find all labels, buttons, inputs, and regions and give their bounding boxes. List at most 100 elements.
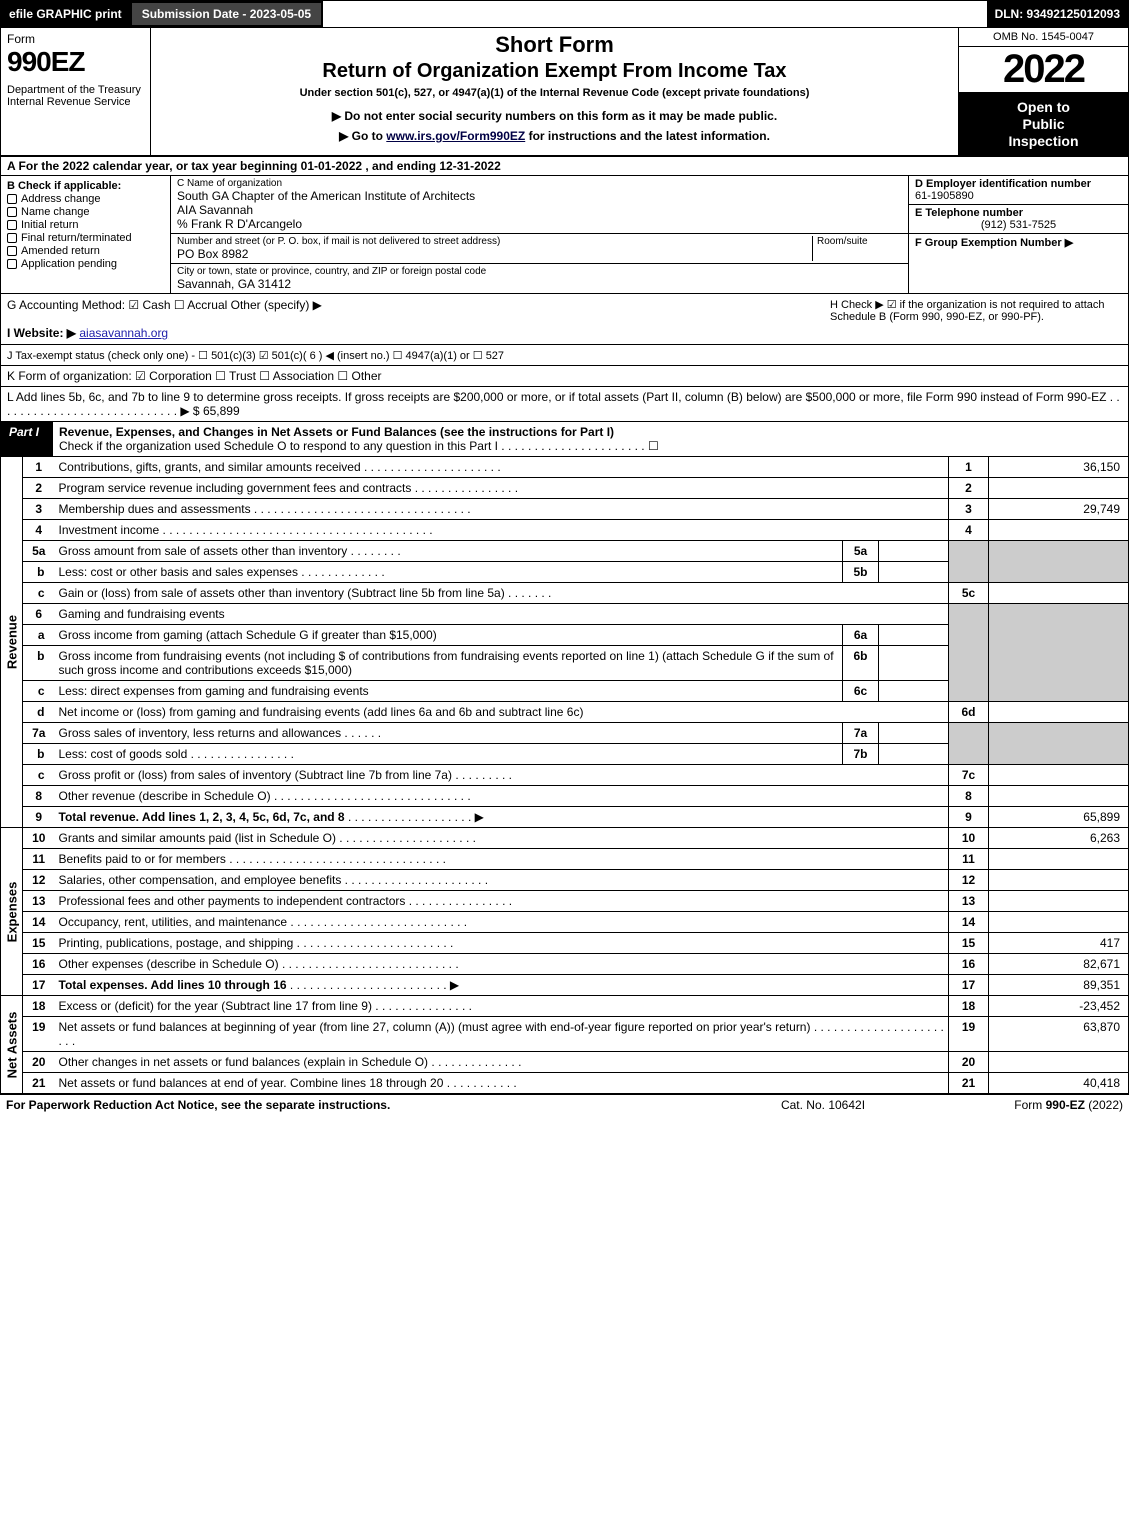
col-b-checkboxes: B Check if applicable: Address change Na… (1, 176, 171, 293)
line-value: 63,870 (989, 1017, 1129, 1052)
line-5a: 5aGross amount from sale of assets other… (23, 541, 1129, 562)
row-ghi: G Accounting Method: ☑ Cash ☐ Accrual Ot… (0, 294, 1129, 345)
chk-amended-return[interactable]: Amended return (7, 245, 164, 257)
line-6d: dNet income or (loss) from gaming and fu… (23, 702, 1129, 723)
omb-number: OMB No. 1545-0047 (959, 28, 1128, 47)
line-value (989, 1052, 1129, 1073)
chk-application-pending[interactable]: Application pending (7, 258, 164, 270)
org-address: PO Box 8982 (177, 247, 812, 261)
ssn-warning: ▶ Do not enter social security numbers o… (159, 109, 950, 123)
line-value (989, 583, 1129, 604)
ghi-left: G Accounting Method: ☑ Cash ☐ Accrual Ot… (7, 298, 822, 340)
line-desc: Less: cost of goods sold (59, 747, 188, 761)
line-3: 3Membership dues and assessments . . . .… (23, 499, 1129, 520)
chk-final-return[interactable]: Final return/terminated (7, 232, 164, 244)
tax-year: 2022 (959, 47, 1128, 93)
chk-name-change[interactable]: Name change (7, 206, 164, 218)
addr-label: Number and street (or P. O. box, if mail… (177, 236, 812, 247)
page-footer: For Paperwork Reduction Act Notice, see … (0, 1094, 1129, 1115)
line-desc: Program service revenue including govern… (59, 481, 412, 495)
line-value: 29,749 (989, 499, 1129, 520)
line-13: 13Professional fees and other payments t… (23, 891, 1129, 912)
j-text: J Tax-exempt status (check only one) - ☐… (7, 350, 504, 362)
h-schedule-b: H Check ▶ ☑ if the organization is not r… (822, 298, 1122, 340)
line-desc: Gross sales of inventory, less returns a… (59, 726, 342, 740)
efile-label[interactable]: efile GRAPHIC print (1, 1, 130, 27)
line-desc: Other revenue (describe in Schedule O) (59, 789, 271, 803)
short-form-title: Short Form (159, 32, 950, 58)
top-bar: efile GRAPHIC print Submission Date - 20… (0, 0, 1129, 28)
form-title: Return of Organization Exempt From Incom… (159, 60, 950, 83)
chk-label: Name change (21, 206, 90, 218)
chk-label: Application pending (21, 258, 117, 270)
org-info-block: B Check if applicable: Address change Na… (0, 176, 1129, 294)
ein-cell: D Employer identification number 61-1905… (909, 176, 1128, 205)
line-18: 18Excess or (deficit) for the year (Subt… (23, 996, 1129, 1017)
open-line-1: Open to (963, 99, 1124, 116)
line-desc: Salaries, other compensation, and employ… (59, 873, 342, 887)
line-20: 20Other changes in net assets or fund ba… (23, 1052, 1129, 1073)
cat-no: Cat. No. 10642I (723, 1098, 923, 1112)
chk-initial-return[interactable]: Initial return (7, 219, 164, 231)
line-desc: Gain or (loss) from sale of assets other… (59, 586, 505, 600)
row-a-text: A For the 2022 calendar year, or tax yea… (7, 159, 501, 173)
org-name-3: % Frank R D'Arcangelo (177, 217, 902, 231)
line-15: 15Printing, publications, postage, and s… (23, 933, 1129, 954)
irs-link[interactable]: www.irs.gov/Form990EZ (386, 129, 525, 143)
d-label: D Employer identification number (915, 178, 1122, 190)
phone-value: (912) 531-7525 (915, 219, 1122, 231)
line-desc: Professional fees and other payments to … (59, 894, 406, 908)
checkbox-icon (7, 220, 17, 230)
line-7c: cGross profit or (loss) from sales of in… (23, 765, 1129, 786)
f-label: F Group Exemption Number ▶ (915, 236, 1122, 249)
line-desc: Grants and similar amounts paid (list in… (59, 831, 336, 845)
header-right: OMB No. 1545-0047 2022 Open to Public In… (958, 28, 1128, 155)
dept-label: Department of the Treasury Internal Reve… (7, 84, 144, 108)
line-8: 8Other revenue (describe in Schedule O) … (23, 786, 1129, 807)
chk-address-change[interactable]: Address change (7, 193, 164, 205)
website-row: I Website: ▶ aiasavannah.org (7, 326, 822, 340)
line-5c: cGain or (loss) from sale of assets othe… (23, 583, 1129, 604)
line-value: 82,671 (989, 954, 1129, 975)
revenue-table: 1Contributions, gifts, grants, and simil… (22, 457, 1129, 828)
line-value: 417 (989, 933, 1129, 954)
line-10: 10Grants and similar amounts paid (list … (23, 828, 1129, 849)
part-title-text: Revenue, Expenses, and Changes in Net As… (59, 425, 614, 439)
row-l-gross-receipts: L Add lines 5b, 6c, and 7b to line 9 to … (0, 387, 1129, 422)
open-to-public-box: Open to Public Inspection (959, 93, 1128, 155)
i-label: I Website: ▶ (7, 326, 76, 340)
phone-cell: E Telephone number (912) 531-7525 (909, 205, 1128, 234)
checkbox-icon (7, 246, 17, 256)
part-title: Revenue, Expenses, and Changes in Net As… (53, 422, 1128, 456)
col-b-title: B Check if applicable: (7, 180, 164, 192)
line-desc: Contributions, gifts, grants, and simila… (59, 460, 361, 474)
line-desc: Excess or (deficit) for the year (Subtra… (59, 999, 372, 1013)
revenue-side-label: Revenue (0, 457, 22, 828)
line-value (989, 912, 1129, 933)
checkbox-icon (7, 233, 17, 243)
line-desc: Gross income from fundraising events (no… (55, 646, 843, 681)
part-tag: Part I (1, 422, 53, 456)
col-def: D Employer identification number 61-1905… (908, 176, 1128, 293)
line-21: 21Net assets or fund balances at end of … (23, 1073, 1129, 1094)
header-left: Form 990EZ Department of the Treasury In… (1, 28, 151, 155)
header-center: Short Form Return of Organization Exempt… (151, 28, 958, 155)
line-desc: Total expenses. Add lines 10 through 16 (59, 978, 287, 992)
row-a-tax-year: A For the 2022 calendar year, or tax yea… (0, 157, 1129, 176)
group-exemption-cell: F Group Exemption Number ▶ (909, 234, 1128, 293)
side-text: Revenue (4, 615, 19, 669)
website-link[interactable]: aiasavannah.org (79, 326, 168, 340)
addr-cell: Number and street (or P. O. box, if mail… (171, 234, 908, 264)
line-16: 16Other expenses (describe in Schedule O… (23, 954, 1129, 975)
open-line-2: Public (963, 116, 1124, 133)
room-label: Room/suite (812, 236, 902, 261)
org-name-2: AIA Savannah (177, 203, 902, 217)
part-1-header: Part I Revenue, Expenses, and Changes in… (0, 422, 1129, 457)
line-desc: Gross income from gaming (attach Schedul… (55, 625, 843, 646)
net-assets-section: Net Assets 18Excess or (deficit) for the… (0, 996, 1129, 1094)
org-name-cell: C Name of organization South GA Chapter … (171, 176, 908, 234)
line-value (989, 891, 1129, 912)
part-sub: Check if the organization used Schedule … (59, 439, 1122, 453)
line-desc: Membership dues and assessments (59, 502, 251, 516)
instructions-link-row: ▶ Go to www.irs.gov/Form990EZ for instru… (159, 129, 950, 143)
